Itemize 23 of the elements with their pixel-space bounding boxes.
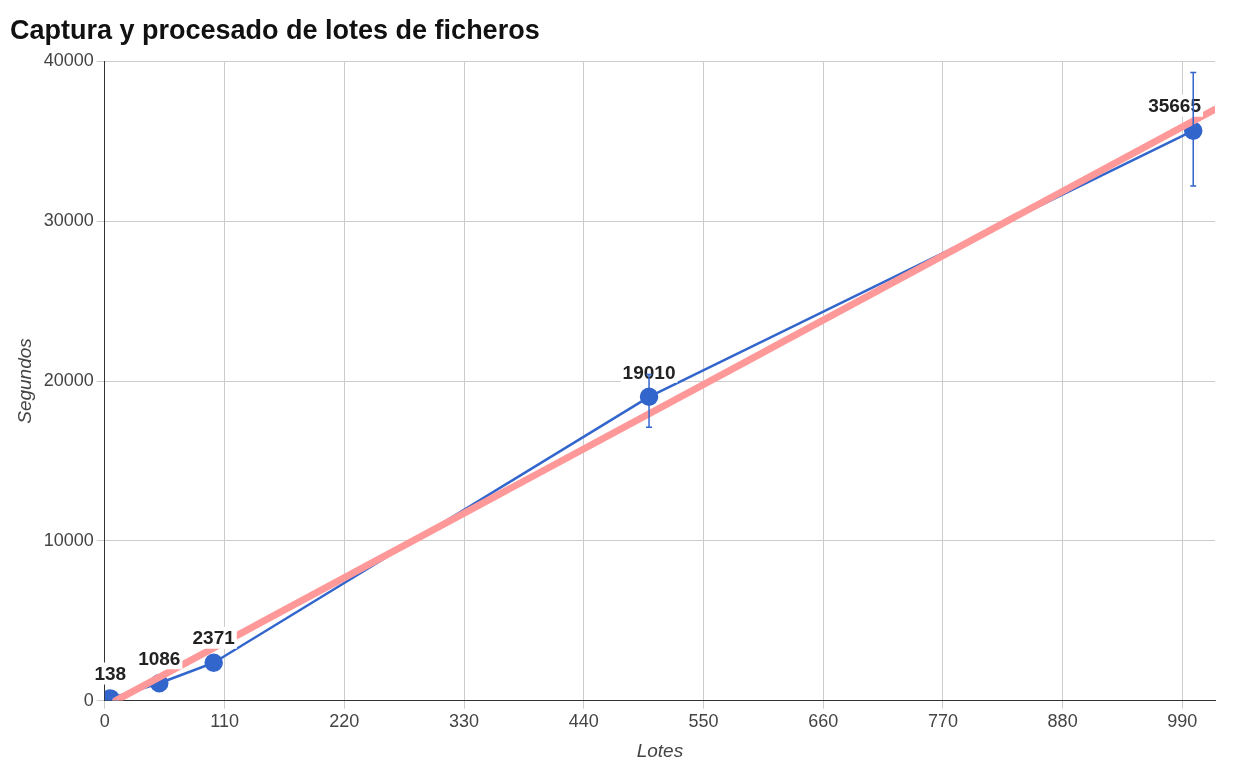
y-tick-label: 40000: [43, 50, 94, 71]
x-tick-label: 220: [329, 711, 360, 732]
point: [204, 653, 223, 672]
data-label: 138: [94, 663, 127, 685]
data-label: 19010: [622, 361, 676, 383]
chart-title: Captura y procesado de lotes de ficheros: [10, 14, 540, 45]
x-tick-label: 660: [808, 711, 839, 732]
x-tick-label: 0: [99, 711, 110, 732]
y-tick-label: 0: [83, 689, 94, 710]
y-axis-title: Segundos: [13, 337, 35, 424]
y-tick-label: 30000: [43, 210, 94, 231]
x-tick-label: 550: [688, 711, 719, 732]
x-axis-title: Lotes: [636, 739, 684, 761]
x-tick-label: 440: [568, 711, 599, 732]
x-tick-label: 770: [927, 711, 958, 732]
data-label: 2371: [192, 627, 236, 649]
x-tick-label: 990: [1167, 711, 1198, 732]
y-tick-label: 20000: [43, 369, 94, 390]
x-tick-label: 880: [1047, 711, 1078, 732]
y-tick-label: 10000: [43, 529, 94, 550]
x-tick-label: 110: [210, 711, 239, 732]
data-label: 1086: [138, 647, 181, 669]
x-tick-label: 330: [449, 711, 480, 732]
